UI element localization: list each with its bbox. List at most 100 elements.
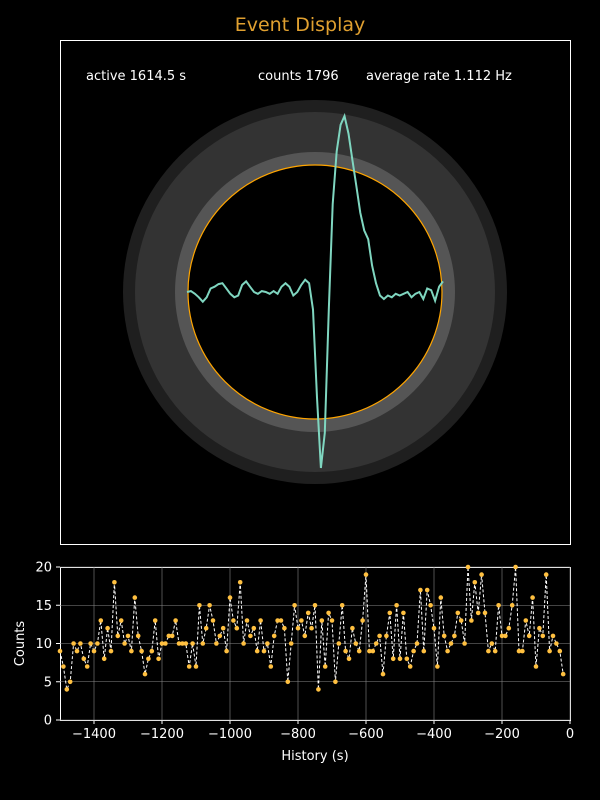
history-point [424,587,430,593]
history-point [173,618,178,623]
history-point [217,633,223,639]
history-point [241,641,246,646]
history-point [492,648,498,654]
history-point [407,664,413,669]
y-axis-label: Counts [13,621,28,667]
history-point [159,641,165,646]
history-point [387,610,393,616]
history-point [295,625,301,631]
history-point [547,648,552,654]
history-point [418,587,423,593]
history-point [163,641,168,646]
history-point [550,633,556,639]
history-point [78,641,83,646]
history-point [265,641,270,646]
history-point [506,625,512,631]
history-point [329,618,335,623]
history-point [169,633,175,639]
history-point [186,664,192,669]
history-point [336,641,342,646]
history-point [271,633,277,639]
history-point [190,641,195,646]
history-point [533,664,539,669]
history-point [227,595,233,600]
history-point [282,625,287,631]
x-tick-label: 0 [566,727,574,742]
history-point [231,618,236,623]
history-point [71,641,76,646]
history-point [302,633,308,639]
history-point [309,625,314,631]
history-point [203,625,209,631]
history-point [251,625,257,631]
history-point [81,656,87,662]
history-point [220,625,226,631]
history-point [343,648,348,654]
history-point [482,610,488,616]
history-point [411,648,416,654]
event-waveform [186,112,444,469]
history-point [496,603,501,608]
history-point [390,656,396,662]
history-point [421,648,427,654]
history-point [499,633,505,639]
x-tick-label: −200 [484,727,520,742]
history-point [322,664,328,669]
y-tick-label: 5 [44,675,52,690]
history-point [431,625,437,631]
history-point [95,641,100,646]
history-point [183,641,189,646]
history-point [299,618,304,623]
history-point [373,641,379,646]
history-point [278,618,284,623]
history-point [353,641,359,646]
history-point [84,664,90,669]
history-point [537,625,542,631]
history-point [339,603,345,608]
history-point [452,633,457,639]
history-point [472,580,478,585]
history-point [101,656,107,662]
history-point [57,648,63,654]
history-point [135,633,141,639]
history-point [285,679,291,685]
history-point [312,603,318,608]
history-point [61,664,66,669]
history-point [486,648,491,654]
history-point [380,671,386,677]
history-point [509,603,515,608]
active-time-label: active 1614.5 s [86,69,186,84]
history-chart: −1400 −1200 −1000 −800 −600 −400 −200 0 0 5 10 15 20… [13,561,574,765]
history-point [176,641,182,646]
history-point [115,633,121,639]
history-point [448,641,454,646]
history-point [64,687,70,692]
history-point [540,633,546,639]
history-point [275,618,280,623]
history-point [543,572,549,577]
history-point [207,603,212,608]
history-plot-frame [60,567,571,721]
history-point [112,580,117,585]
history-point [139,648,144,654]
x-tick-label: −1000 [208,727,252,742]
history-point [326,610,331,616]
history-point [122,641,127,646]
history-point [129,648,134,654]
average-rate-label: average rate 1.112 Hz [366,69,512,84]
history-point [367,648,372,654]
history-point [557,648,563,654]
page-title: Event Display [235,14,366,36]
history-point [268,664,274,669]
history-point [261,648,267,654]
x-tick-label: −600 [348,727,384,742]
x-tick-label: −1400 [72,727,116,742]
history-point [428,603,433,608]
history-point [149,648,155,654]
history-point [118,618,124,623]
history-point [404,656,410,662]
history-point [526,633,532,639]
history-point [384,633,389,639]
history-point [288,641,294,646]
history-point [360,618,365,623]
